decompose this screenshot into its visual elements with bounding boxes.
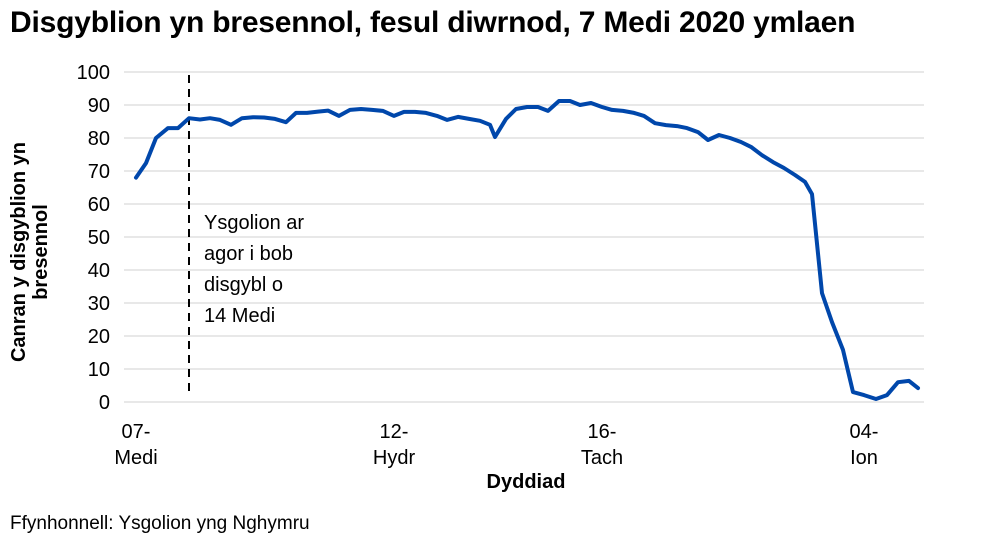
y-tick-label: 0 [99,392,110,414]
y-tick-label: 80 [88,128,110,150]
annotation-line: Ysgolion ar [204,212,304,234]
attendance-line [134,99,920,401]
x-tick-label: Ion [850,447,878,469]
x-axis-title: Dyddiad [486,471,566,493]
gridlines [124,71,924,403]
y-tick-label: 90 [88,95,110,117]
y-axis-ticks: 0 10 20 30 40 50 60 70 80 90 100 [77,62,110,414]
x-tick-label: 07- [122,421,151,443]
y-tick-label: 10 [88,359,110,381]
y-tick-label: 60 [88,194,110,216]
x-tick-label: 12- [380,421,409,443]
x-tick-label: 16- [588,421,617,443]
x-axis-ticks: 07- Medi 12- Hydr 16- Tach 04- Ion [114,421,878,469]
annotation-line: agor i bob [204,243,293,265]
y-tick-label: 70 [88,161,110,183]
annotation-line: 14 Medi [204,305,275,327]
x-tick-label: Tach [581,447,623,469]
y-tick-label: 20 [88,326,110,348]
y-tick-label: 40 [88,260,110,282]
source-note: Ffynhonnell: Ysgolion yng Nghymru [10,513,310,534]
y-tick-label: 30 [88,293,110,315]
y-tick-label: 50 [88,227,110,249]
annotation-text: Ysgolion ar agor i bob disgybl o 14 Medi [204,212,304,327]
y-tick-label: 100 [77,62,110,84]
x-tick-label: Medi [114,447,157,469]
x-tick-label: Hydr [373,447,416,469]
x-tick-label: 04- [850,421,879,443]
chart-title: Disgyblion yn bresennol, fesul diwrnod, … [10,6,856,39]
annotation-line: disgybl o [204,274,283,296]
